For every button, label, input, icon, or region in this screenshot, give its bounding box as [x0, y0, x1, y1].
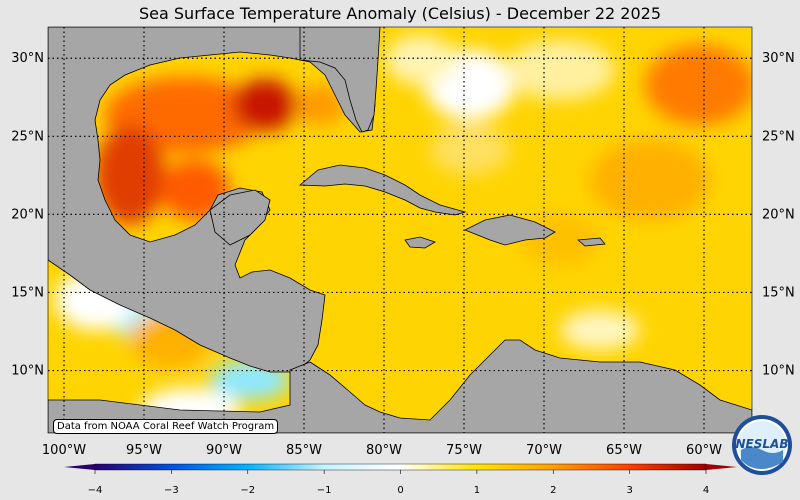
graticule — [48, 27, 752, 433]
lon-label: 65°W — [606, 443, 642, 458]
lon-label: 60°W — [686, 443, 722, 458]
land-north-america — [48, 27, 376, 373]
lat-label-left: 20°N — [11, 207, 44, 222]
lon-label: 75°W — [446, 443, 482, 458]
lon-label: 90°W — [206, 443, 242, 458]
colorbar-tick-label: 1 — [474, 485, 480, 496]
lat-label-right: 10°N — [762, 364, 795, 379]
lat-labels-left: 30°N 25°N 20°N 15°N 10°N — [11, 51, 44, 378]
lon-label: 95°W — [126, 443, 162, 458]
lat-label-right: 30°N — [762, 51, 795, 66]
land-puerto-rico — [577, 237, 606, 247]
colorbar-tick-label: −1 — [317, 485, 332, 496]
land-hispaniola — [464, 214, 556, 246]
land-central-america — [48, 339, 752, 433]
nesdis-lab-logo: NESLAB — [732, 415, 792, 475]
colorbar-tick-label: −3 — [164, 485, 179, 496]
colorbar-tick-label: 3 — [626, 485, 632, 496]
lon-label: 70°W — [526, 443, 562, 458]
svg-text:NESLAB: NESLAB — [736, 437, 789, 451]
land-jamaica — [404, 236, 436, 249]
land-yucatan — [209, 189, 271, 246]
lat-labels-right: 30°N 25°N 20°N 15°N 10°N — [762, 51, 795, 378]
lon-label: 100°W — [42, 443, 86, 458]
colorbar-tick-label: 2 — [550, 485, 556, 496]
map-title: Sea Surface Temperature Anomaly (Celsius… — [139, 4, 661, 23]
lat-label-left: 25°N — [11, 129, 44, 144]
land — [48, 27, 752, 433]
lon-label: 80°W — [366, 443, 402, 458]
colorbar-tick-label: −4 — [88, 485, 103, 496]
colorbar-tick-label: −2 — [240, 485, 255, 496]
lat-label-left: 10°N — [11, 364, 44, 379]
map-frame — [47, 26, 753, 434]
land-florida — [299, 27, 381, 133]
land-cuba — [298, 164, 467, 216]
lat-label-right: 20°N — [762, 207, 795, 222]
colorbar: −4 −3 −2 −1 0 1 2 3 4 — [64, 463, 737, 496]
lon-label: 85°W — [286, 443, 322, 458]
data-credit: Data from NOAA Coral Reef Watch Program — [53, 419, 279, 434]
lat-label-left: 30°N — [11, 51, 44, 66]
lat-label-right: 25°N — [762, 129, 795, 144]
colorbar-tick-label: 0 — [397, 485, 403, 496]
lon-labels: 100°W 95°W 90°W 85°W 80°W 75°W 70°W 65°W 60°W — [42, 443, 722, 458]
colorbar-tick-label: 4 — [703, 485, 709, 496]
lat-label-left: 15°N — [11, 285, 44, 300]
lat-label-right: 15°N — [762, 285, 795, 300]
